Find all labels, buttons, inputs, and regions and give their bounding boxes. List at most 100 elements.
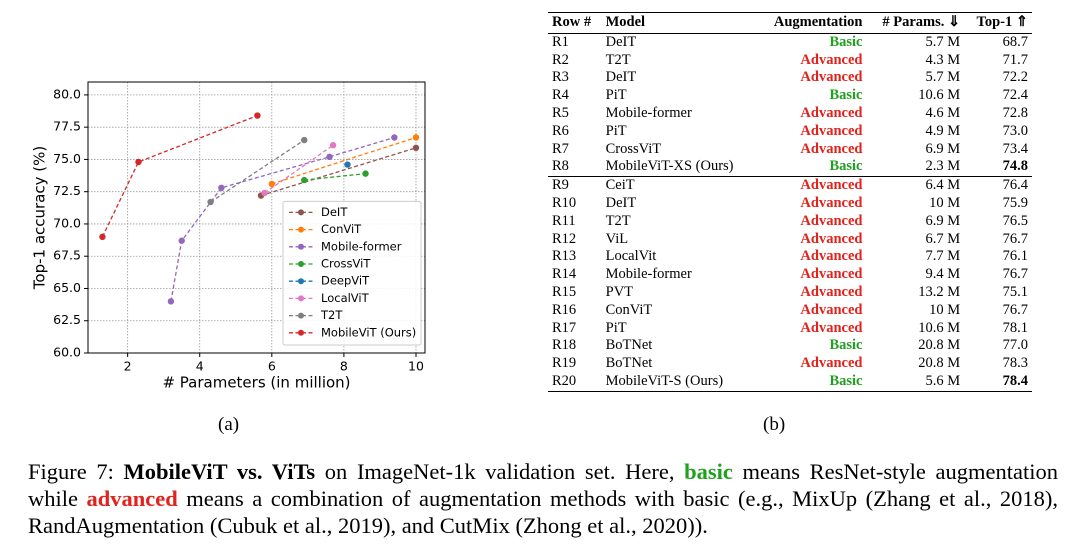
- table-row: R16 ConViT Advanced 10 M 76.7: [548, 302, 1032, 320]
- legend-label: DeepViT: [321, 274, 370, 288]
- table-row: R13 LocalVit Advanced 7.7 M 76.1: [548, 248, 1032, 266]
- panel-label: (b): [763, 414, 786, 435]
- x-tick-label: 10: [408, 359, 424, 374]
- table-cell: Advanced: [800, 212, 863, 229]
- table-row: R17 PiT Advanced 10.6 M 78.1: [548, 320, 1032, 338]
- table-cell: 76.7: [1002, 266, 1028, 283]
- table-cell: Basic: [829, 87, 863, 104]
- table-row: R9 CeiT Advanced 6.4 M 76.4: [548, 177, 1032, 195]
- table-cell: 6.4 M: [925, 177, 961, 194]
- series-line: [271, 136, 417, 185]
- table-cell: Basic: [756, 372, 867, 392]
- table-row: R8 MobileViT-XS (Ours) Basic 2.3 M 74.8: [548, 158, 1032, 178]
- legend-label: CrossViT: [321, 257, 371, 271]
- table-cell: 10.6 M: [918, 319, 961, 336]
- table-cell: Advanced: [800, 140, 863, 157]
- legend-marker: [298, 278, 304, 285]
- table-cell: Advanced: [800, 319, 863, 336]
- data-point: [254, 112, 261, 119]
- table-cell: Mobile-former: [605, 266, 692, 283]
- y-tick-label: 62.5: [53, 312, 81, 327]
- legend-label: T2T: [320, 308, 343, 322]
- table-cell: R14: [552, 266, 577, 283]
- table-cell: 2.3 M: [866, 158, 965, 178]
- data-point: [301, 176, 308, 184]
- table-cell: 76.7: [1002, 301, 1028, 318]
- legend-label: ConViT: [321, 222, 362, 236]
- table-cell: R8: [548, 158, 602, 178]
- table-cell: 7.7 M: [925, 248, 961, 265]
- x-tick-label: 2: [124, 359, 132, 374]
- table-cell: 74.8: [964, 158, 1032, 178]
- table-cell: 78.3: [1002, 355, 1028, 372]
- table-cell: R6: [552, 122, 569, 139]
- table-cell: 76.7: [1002, 230, 1028, 247]
- legend-label: LocalViT: [321, 291, 370, 305]
- table-cell: 10 M: [929, 194, 961, 211]
- table-cell: R10: [552, 194, 577, 211]
- table-row: R15 PVT Advanced 13.2 M 75.1: [548, 284, 1032, 302]
- chart: 60.0 62.5 65.0 67.5 70.0 72.5 75.0 77.5 80.0 2 4 6 8…: [31, 81, 426, 392]
- y-tick-label: 65.0: [53, 280, 81, 295]
- caption-bold: MobileViT vs. ViTs: [123, 459, 316, 484]
- data-point: [301, 136, 308, 144]
- y-tick-label: 77.5: [53, 119, 81, 134]
- table-cell: Advanced: [800, 248, 863, 265]
- data-point: [207, 198, 214, 206]
- x-tick-label: 8: [340, 359, 348, 374]
- data-point: [412, 134, 420, 141]
- x-axis-label: # Parameters (in million): [162, 374, 350, 392]
- y-tick-label: 60.0: [53, 345, 81, 360]
- table-cell: Advanced: [800, 230, 863, 247]
- y-tick-label: 67.5: [53, 248, 81, 263]
- table-cell: Mobile-former: [605, 104, 692, 121]
- series-line: [304, 172, 366, 181]
- table-cell: PiT: [605, 87, 627, 104]
- table-cell: R19: [552, 355, 577, 372]
- table-cell: 6.9 M: [925, 212, 961, 229]
- x-tick-label: 6: [268, 359, 276, 374]
- table-cell: CrossViT: [605, 140, 662, 157]
- table-cell: 78.4: [964, 372, 1032, 392]
- data-point: [135, 158, 142, 166]
- table-row: R18 BoTNet Basic 20.8 M 77.0: [548, 337, 1032, 355]
- table-cell: R13: [552, 248, 577, 265]
- table-cell: R1: [552, 33, 569, 50]
- table-cell: 71.7: [1002, 51, 1028, 68]
- table-cell: DeIT: [605, 69, 637, 86]
- table-cell: 6.7 M: [925, 230, 961, 247]
- table-cell: 75.1: [1002, 283, 1028, 300]
- table-row: R11 T2T Advanced 6.9 M 76.5: [548, 213, 1032, 231]
- table-cell: T2T: [605, 212, 631, 229]
- data-point: [329, 142, 337, 149]
- table-cell: 4.9 M: [925, 122, 961, 139]
- table-row: R5 Mobile-former Advanced 4.6 M 72.8: [548, 105, 1032, 123]
- column-header: Model: [601, 12, 757, 34]
- table-cell: 73.4: [1002, 140, 1028, 157]
- table-cell: R2: [552, 51, 569, 68]
- caption-basic: basic: [684, 459, 733, 484]
- table-header: Row # Model Augmentation # Params. ⇓ Top-1 ⇑: [548, 12, 1032, 34]
- y-axis-label: Top-1 accuracy (%): [31, 146, 49, 290]
- table-cell: R20: [548, 372, 602, 392]
- table-cell: 10 M: [929, 301, 961, 318]
- table-cell: PiT: [605, 122, 627, 139]
- data-point: [412, 144, 420, 152]
- table-cell: LocalVit: [605, 248, 657, 265]
- table-cell: R9: [552, 177, 569, 194]
- panel-label: (a): [218, 414, 240, 435]
- table-cell: Advanced: [800, 51, 863, 68]
- data-point: [344, 161, 351, 168]
- caption-text: means ResNet-style augmentation while: [28, 459, 1058, 511]
- table-cell: 72.2: [1002, 69, 1028, 86]
- table-cell: 4.6 M: [925, 104, 961, 121]
- table-row: R6 PiT Advanced 4.9 M 73.0: [548, 123, 1032, 141]
- table-row: R1 DeIT Basic 5.7 M 68.7: [548, 33, 1032, 51]
- legend: DeIT ConViT Mobile-former CrossViT DeepViT Lo…: [282, 200, 422, 346]
- table-cell: R17: [552, 319, 577, 336]
- legend-marker: [298, 209, 304, 216]
- table-cell: Basic: [829, 337, 863, 354]
- table-cell: 73.0: [1002, 122, 1028, 139]
- table-cell: 9.4 M: [925, 266, 961, 283]
